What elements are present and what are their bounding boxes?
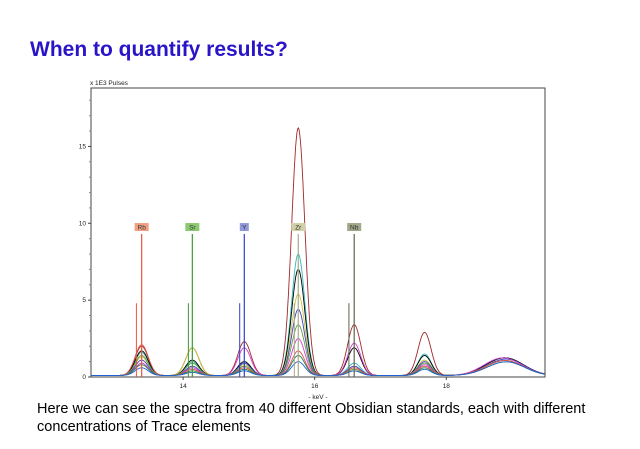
element-label: Nb [350, 225, 359, 232]
element-label-bg [291, 223, 306, 232]
slide-title: When to quantify results? [30, 38, 288, 61]
element-label-bg [185, 223, 200, 232]
element-label-bg [134, 223, 149, 232]
x-tick-label: 18 [443, 383, 451, 390]
element-label-bg [239, 223, 249, 232]
element-label-bg [347, 223, 362, 232]
element-label: Y [242, 225, 247, 232]
y-tick-label: 10 [79, 220, 87, 227]
y-tick-label: 5 [82, 297, 86, 304]
element-label: Sr [189, 225, 196, 232]
y-tick-label: 0 [82, 374, 86, 381]
spectrum-series-9 [91, 361, 545, 376]
x-tick-label: 16 [311, 383, 319, 390]
x-tick-label: 14 [179, 383, 187, 390]
plot-frame [90, 87, 546, 378]
y-axis-label: x 1E3 Pulses [90, 80, 129, 87]
element-label: Zr [295, 225, 302, 232]
x-axis-label: - keV - [308, 394, 327, 401]
y-tick-label: 15 [79, 143, 87, 150]
element-label: Rb [138, 225, 147, 232]
slide-caption: Here we can see the spectra from 40 diff… [37, 401, 586, 435]
